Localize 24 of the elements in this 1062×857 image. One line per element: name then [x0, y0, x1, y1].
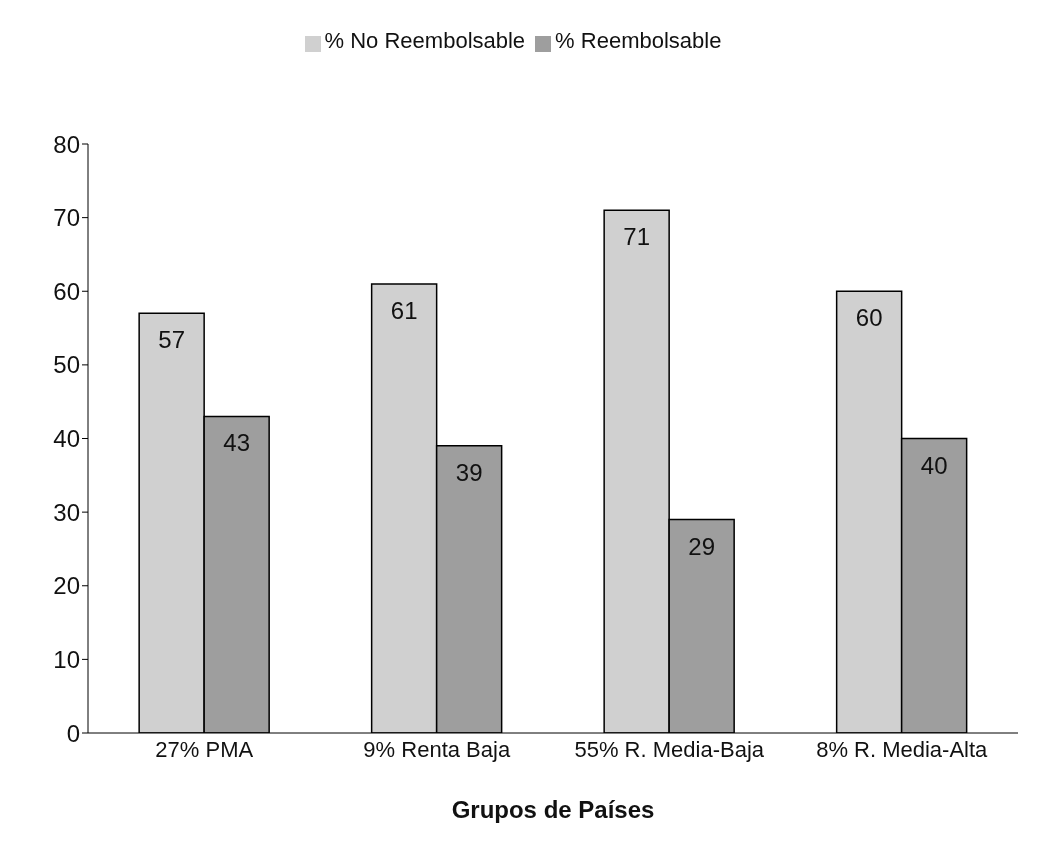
x-tick-label: 55% R. Media-Baja — [574, 736, 765, 762]
y-tick-label: 10 — [53, 645, 80, 673]
data-label: 57 — [158, 326, 185, 354]
y-tick-label: 70 — [53, 204, 80, 232]
x-tick-label: 27% PMA — [155, 736, 254, 762]
x-tick-label: 8% R. Media-Alta — [816, 736, 989, 762]
y-tick-label: 30 — [53, 498, 80, 526]
data-label: 29 — [688, 532, 715, 560]
x-axis-title: Grupos de Países — [451, 796, 655, 823]
data-label: 39 — [455, 458, 483, 486]
data-label: 61 — [390, 296, 418, 324]
data-label: 71 — [623, 223, 650, 251]
y-tick-label: 20 — [53, 572, 80, 600]
y-tick-label: 50 — [53, 351, 80, 379]
x-tick-label: 9% Renta Baja — [363, 736, 511, 762]
y-tick-label: 40 — [53, 425, 80, 453]
data-label: 40 — [920, 451, 948, 479]
legend-label: % No Reembolsable — [324, 28, 526, 53]
data-label: 60 — [855, 304, 883, 332]
legend-label: % Reembolsable — [555, 28, 722, 53]
y-tick-label: 0 — [66, 719, 80, 747]
y-tick-label: 60 — [53, 277, 80, 305]
data-label: 43 — [223, 429, 250, 457]
y-tick-label: 80 — [53, 130, 80, 158]
